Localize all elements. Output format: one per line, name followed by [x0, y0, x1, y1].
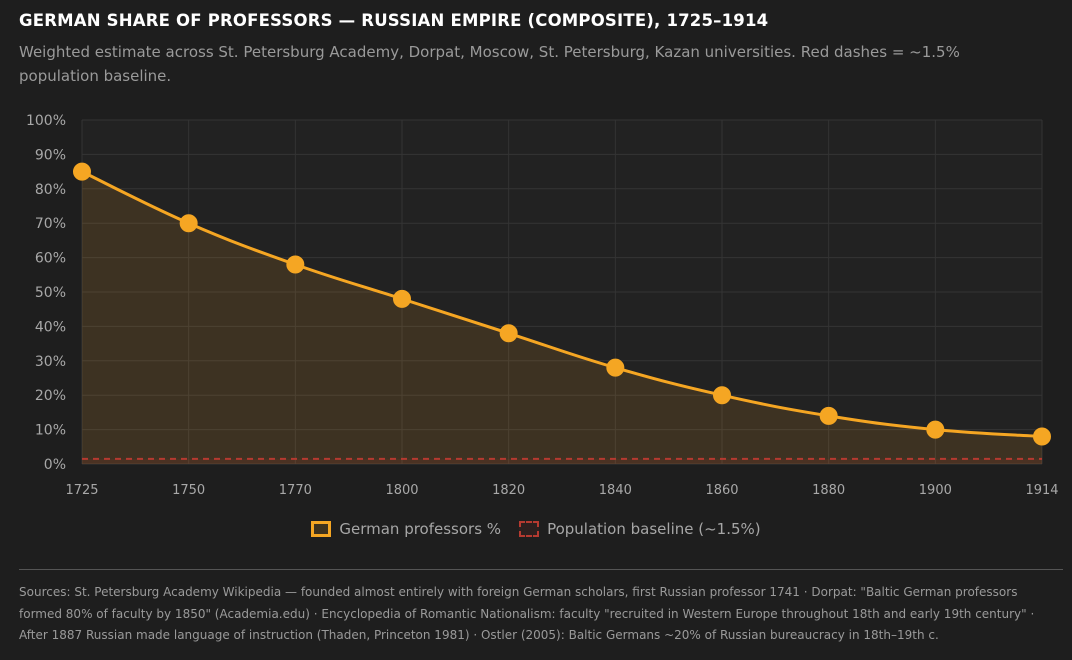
x-axis-ticks: 1725 1750 1770 1800 1820 1840 1860 1880 1900 1914 [65, 483, 1058, 498]
chart-subtitle: Weighted estimate across St. Petersburg … [19, 43, 960, 85]
line-chart: 0%10%20%30%40%50%60%70%80%90%100% 1725 17… [26, 113, 1059, 498]
y-tick-label: 70% [35, 216, 66, 232]
data-points [73, 162, 1051, 446]
x-tick-label: 1750 [172, 483, 205, 498]
x-tick-label: 1860 [705, 483, 738, 498]
sources-text: Sources: St. Petersburg Academy Wikipedi… [19, 585, 1035, 642]
y-tick-label: 50% [35, 285, 66, 301]
data-point [73, 162, 91, 181]
legend-swatch-dashed [519, 521, 540, 537]
legend-swatch-solid [311, 521, 332, 537]
footer-divider [19, 569, 1063, 570]
legend-item-population-baseline[interactable]: Population baseline (~1.5%) [519, 520, 761, 538]
main-series [81, 170, 1043, 438]
chart-title: GERMAN SHARE OF PROFESSORS — RUSSIAN EMP… [19, 11, 769, 30]
y-tick-label: 20% [35, 388, 66, 404]
series-line [81, 170, 1043, 438]
y-axis-ticks: 0% 10% 20% 30% 40% 50% 60% 70% 80% 90% 100% [26, 113, 66, 473]
y-tick-label: 80% [35, 182, 66, 198]
area-under-curve [82, 171, 1042, 464]
data-point [1033, 427, 1051, 446]
data-point [499, 324, 518, 343]
legend-item-german-professors[interactable]: German professors % [311, 520, 501, 538]
y-tick-label: 10% [35, 423, 66, 439]
y-tick-label: 0% [44, 457, 66, 473]
x-tick-label: 1880 [812, 483, 845, 498]
x-tick-label: 1840 [599, 483, 632, 498]
data-point [179, 214, 198, 233]
y-tick-label: 60% [35, 251, 66, 267]
baseline-fill [82, 458, 1042, 464]
x-tick-label: 1770 [279, 483, 312, 498]
data-point [713, 386, 731, 405]
legend-label: German professors % [339, 520, 502, 538]
y-tick-label: 30% [35, 354, 66, 370]
data-point [286, 255, 305, 274]
chart-legend: German professors % Population baseline … [0, 520, 1072, 538]
grid-lines [81, 119, 1043, 465]
data-point [926, 420, 945, 439]
x-tick-label: 1800 [385, 483, 418, 498]
legend-label: Population baseline (~1.5%) [547, 520, 761, 538]
baseline-series [82, 457, 1042, 464]
data-point [606, 358, 625, 377]
x-tick-label: 1900 [919, 483, 952, 498]
y-tick-label: 100% [26, 113, 66, 129]
data-point [819, 406, 838, 425]
area-fill [82, 171, 1042, 464]
x-tick-label: 1725 [65, 483, 98, 498]
x-tick-label: 1914 [1025, 483, 1058, 498]
data-point [393, 289, 411, 308]
x-tick-label: 1820 [492, 483, 525, 498]
y-tick-label: 90% [35, 147, 66, 163]
y-tick-label: 40% [35, 319, 66, 335]
